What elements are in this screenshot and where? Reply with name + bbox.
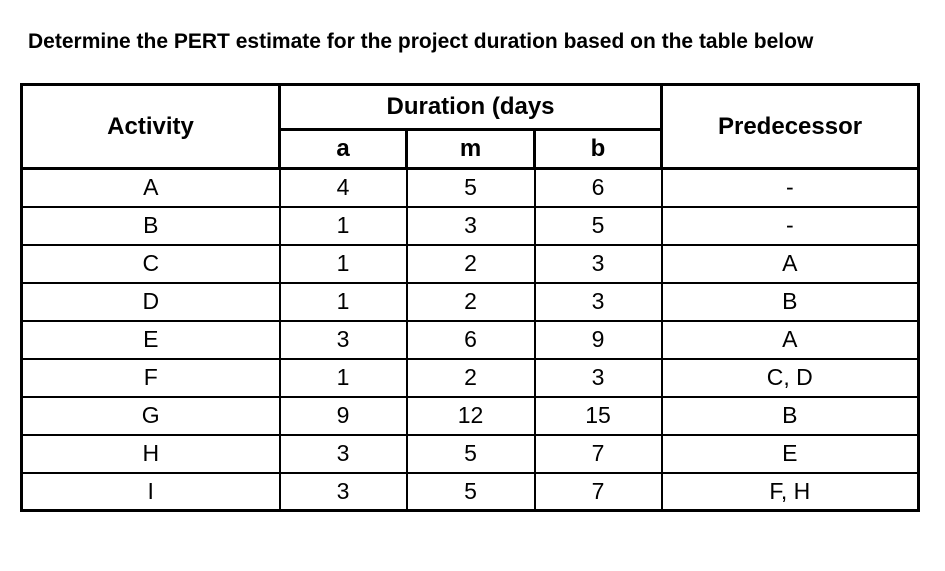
pert-table: Activity Duration (days Predecessor a m … bbox=[20, 83, 921, 512]
cell-a: 1 bbox=[278, 243, 408, 284]
cell-predecessor: F, H bbox=[660, 471, 920, 512]
cell-predecessor: B bbox=[660, 395, 920, 436]
header-row-sub: a m b bbox=[22, 128, 919, 170]
table-row: E 3 6 9 A bbox=[20, 319, 920, 360]
table-row: H 3 5 7 E bbox=[20, 433, 920, 474]
cell-a: 1 bbox=[278, 281, 408, 322]
cell-b: 3 bbox=[533, 357, 663, 398]
cell-m: 2 bbox=[405, 281, 536, 322]
cell-m: 12 bbox=[405, 395, 536, 436]
cell-a: 9 bbox=[278, 395, 408, 436]
cell-activity: B bbox=[20, 205, 281, 246]
cell-a: 1 bbox=[278, 357, 408, 398]
table-header: Activity Duration (days Predecessor a m … bbox=[20, 83, 921, 170]
page-title: Determine the PERT estimate for the proj… bbox=[28, 30, 814, 53]
table-row: G 9 12 15 B bbox=[20, 395, 920, 436]
table-body: A 4 5 6 - B 1 3 5 - C 1 2 3 A D bbox=[20, 167, 920, 512]
col-header-b: b bbox=[532, 128, 664, 170]
cell-predecessor: B bbox=[660, 281, 920, 322]
col-header-duration-group: Duration (days bbox=[277, 83, 664, 131]
cell-m: 2 bbox=[405, 357, 536, 398]
cell-predecessor: - bbox=[660, 205, 920, 246]
table-row: B 1 3 5 - bbox=[20, 205, 920, 246]
table-row: A 4 5 6 - bbox=[20, 167, 920, 208]
cell-b: 3 bbox=[533, 243, 663, 284]
cell-predecessor: A bbox=[660, 243, 920, 284]
cell-a: 3 bbox=[278, 471, 408, 512]
cell-a: 3 bbox=[278, 433, 408, 474]
cell-b: 7 bbox=[533, 433, 663, 474]
cell-m: 6 bbox=[405, 319, 536, 360]
table-row: F 1 2 3 C, D bbox=[20, 357, 920, 398]
cell-b: 15 bbox=[533, 395, 663, 436]
cell-b: 3 bbox=[533, 281, 663, 322]
cell-b: 7 bbox=[533, 471, 663, 512]
cell-b: 6 bbox=[533, 167, 663, 208]
cell-activity: D bbox=[20, 281, 281, 322]
cell-predecessor: C, D bbox=[660, 357, 920, 398]
cell-m: 5 bbox=[405, 433, 536, 474]
cell-m: 5 bbox=[405, 471, 536, 512]
cell-predecessor: A bbox=[660, 319, 920, 360]
cell-predecessor: E bbox=[660, 433, 920, 474]
cell-predecessor: - bbox=[660, 167, 920, 208]
col-header-predecessor: Predecessor bbox=[660, 83, 921, 170]
cell-activity: A bbox=[20, 167, 281, 208]
cell-a: 1 bbox=[278, 205, 408, 246]
col-header-a: a bbox=[278, 128, 408, 170]
cell-m: 3 bbox=[405, 205, 536, 246]
table-row: D 1 2 3 B bbox=[20, 281, 920, 322]
cell-a: 4 bbox=[278, 167, 408, 208]
cell-m: 2 bbox=[405, 243, 536, 284]
col-header-m: m bbox=[405, 128, 536, 170]
cell-activity: F bbox=[20, 357, 281, 398]
cell-activity: G bbox=[20, 395, 281, 436]
cell-activity: I bbox=[20, 471, 281, 512]
cell-a: 3 bbox=[278, 319, 408, 360]
cell-m: 5 bbox=[405, 167, 536, 208]
cell-b: 5 bbox=[533, 205, 663, 246]
cell-activity: C bbox=[20, 243, 281, 284]
table-row: C 1 2 3 A bbox=[20, 243, 920, 284]
cell-activity: H bbox=[20, 433, 281, 474]
cell-b: 9 bbox=[533, 319, 663, 360]
col-header-activity: Activity bbox=[20, 83, 281, 170]
header-row-top: Activity Duration (days Predecessor bbox=[20, 83, 921, 170]
cell-activity: E bbox=[20, 319, 281, 360]
table-row: I 3 5 7 F, H bbox=[20, 471, 920, 512]
